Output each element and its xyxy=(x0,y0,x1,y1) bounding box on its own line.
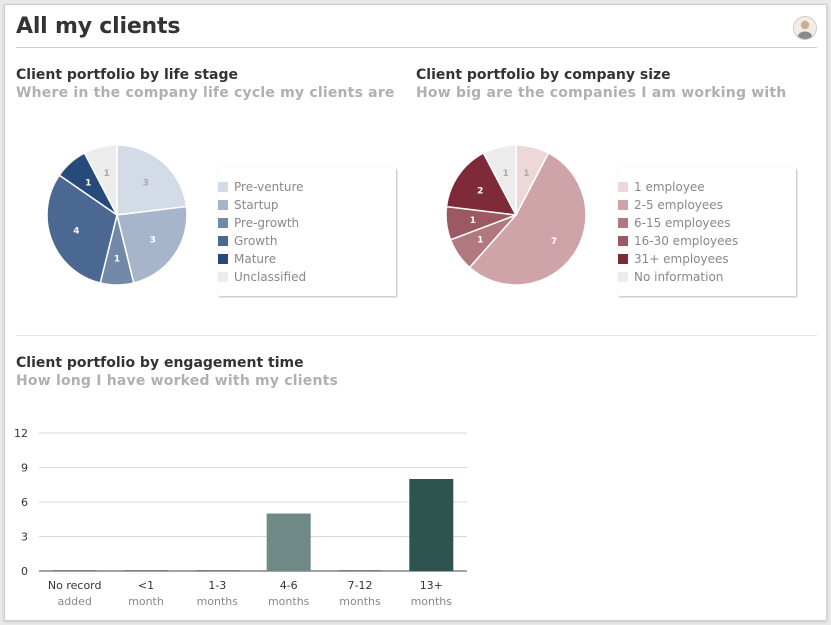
life-stage-pie-chart: 3 3 1 4 1 1 xyxy=(46,144,188,286)
engagement-ytick-label-2: 6 xyxy=(21,496,28,509)
life-stage-legend-swatch-0 xyxy=(218,182,228,192)
life-stage-slice-label-4: 1 xyxy=(85,179,91,189)
life-stage-legend-swatch-3 xyxy=(218,236,228,246)
engagement-xtick-label-0: No record xyxy=(48,579,102,592)
company-size-legend-item-4[interactable]: 31+ employees xyxy=(618,250,796,268)
user-avatar[interactable] xyxy=(793,16,817,40)
life-stage-legend-label-2: Pre-growth xyxy=(234,216,300,230)
company-size-legend-item-5[interactable]: No information xyxy=(618,268,796,286)
engagement-subtitle: How long I have worked with my clients xyxy=(16,373,339,389)
company-size-legend-label-3: 16-30 employees xyxy=(634,234,739,248)
life-stage-slice-label-5: 1 xyxy=(103,169,109,179)
company-size-legend-item-3[interactable]: 16-30 employees xyxy=(618,232,796,250)
engagement-xtick-sublabel-3: months xyxy=(268,595,310,608)
engagement-xtick-sublabel-4: months xyxy=(339,595,381,608)
engagement-xtick-sublabel-1: month xyxy=(128,595,164,608)
company-size-slice-label-3: 1 xyxy=(470,216,476,226)
company-size-legend-label-2: 6-15 employees xyxy=(634,216,731,230)
engagement-xtick-sublabel-2: months xyxy=(197,595,239,608)
company-size-slice-label-2: 1 xyxy=(477,236,483,246)
engagement-ytick-label-4: 12 xyxy=(14,427,28,440)
life-stage-title: Client portfolio by life stage xyxy=(16,67,239,83)
life-stage-legend-label-3: Growth xyxy=(234,234,278,248)
life-stage-slice-label-0: 3 xyxy=(143,179,149,189)
company-size-legend-label-0: 1 employee xyxy=(634,180,705,194)
life-stage-legend-swatch-4 xyxy=(218,254,228,264)
life-stage-slice-label-1: 3 xyxy=(150,236,156,246)
engagement-xtick-label-5: 13+ xyxy=(420,579,443,592)
company-size-slice-label-0: 1 xyxy=(523,169,529,179)
header-divider xyxy=(16,47,817,48)
engagement-xtick-sublabel-5: months xyxy=(411,595,453,608)
engagement-bar-2[interactable] xyxy=(195,570,240,571)
page-title: All my clients xyxy=(16,14,181,39)
avatar-icon xyxy=(794,17,816,39)
company-size-legend-swatch-5 xyxy=(618,272,628,282)
company-size-slice-label-4: 2 xyxy=(477,186,483,196)
company-size-slice-5[interactable] xyxy=(482,144,517,216)
life-stage-legend-swatch-2 xyxy=(218,218,228,228)
company-size-legend-swatch-4 xyxy=(618,254,628,264)
company-size-legend-swatch-2 xyxy=(618,218,628,228)
company-size-legend-label-4: 31+ employees xyxy=(634,252,729,266)
life-stage-legend-item-1[interactable]: Startup xyxy=(218,196,396,214)
engagement-bar-1[interactable] xyxy=(124,570,168,571)
engagement-xtick-sublabel-0: added xyxy=(57,595,91,608)
life-stage-slice-label-3: 4 xyxy=(73,226,79,236)
company-size-slice-label-1: 7 xyxy=(551,237,557,247)
life-stage-slice-0[interactable] xyxy=(116,144,188,216)
company-size-legend-label-5: No information xyxy=(634,270,724,284)
life-stage-legend-label-0: Pre-venture xyxy=(234,180,304,194)
engagement-ytick-label-1: 3 xyxy=(21,531,28,544)
engagement-bar-5[interactable] xyxy=(409,479,454,571)
life-stage-legend: Pre-venture Startup Pre-growth Growth Mature… xyxy=(218,168,396,296)
life-stage-legend-swatch-5 xyxy=(218,272,228,282)
life-stage-legend-item-0[interactable]: Pre-venture xyxy=(218,178,396,196)
company-size-slice-label-5: 1 xyxy=(502,169,508,179)
dashboard-panel: All my clients Client portfolio by life … xyxy=(4,4,827,621)
company-size-legend-swatch-1 xyxy=(618,200,628,210)
section-divider xyxy=(16,335,817,336)
life-stage-legend-swatch-1 xyxy=(218,200,228,210)
life-stage-legend-label-5: Unclassified xyxy=(234,270,307,284)
engagement-bar-0[interactable] xyxy=(52,570,97,571)
engagement-bar-chart: 0 3 6 9 12 No record added <1 month 1-3 months 4-6 m… xyxy=(14,427,467,608)
company-size-legend: 1 employee 2-5 employees 6-15 employees 16-… xyxy=(618,168,796,296)
engagement-bar-3[interactable] xyxy=(266,513,311,572)
company-size-legend-label-1: 2-5 employees xyxy=(634,198,723,212)
life-stage-legend-item-2[interactable]: Pre-growth xyxy=(218,214,396,232)
engagement-bar-4[interactable] xyxy=(338,570,382,571)
life-stage-slice-label-2: 1 xyxy=(114,254,120,264)
engagement-xtick-label-4: 7-12 xyxy=(348,579,373,592)
life-stage-slice-3[interactable] xyxy=(46,174,118,284)
company-size-title: Client portfolio by company size xyxy=(416,67,671,83)
company-size-slice-4[interactable] xyxy=(445,152,518,216)
engagement-xtick-label-3: 4-6 xyxy=(280,579,298,592)
company-size-legend-swatch-3 xyxy=(618,236,628,246)
engagement-ytick-label-0: 0 xyxy=(21,565,28,578)
company-size-legend-swatch-0 xyxy=(618,182,628,192)
life-stage-legend-label-4: Mature xyxy=(234,252,277,266)
engagement-xtick-label-1: <1 xyxy=(138,579,154,592)
company-size-slice-1[interactable] xyxy=(468,152,587,286)
company-size-legend-item-0[interactable]: 1 employee xyxy=(618,178,796,196)
life-stage-subtitle: Where in the company life cycle my clien… xyxy=(16,85,395,101)
life-stage-slice-1[interactable] xyxy=(116,205,188,284)
company-size-subtitle: How big are the companies I am working w… xyxy=(416,85,787,101)
life-stage-slice-5[interactable] xyxy=(83,144,118,216)
life-stage-legend-item-3[interactable]: Growth xyxy=(218,232,396,250)
company-size-legend-item-1[interactable]: 2-5 employees xyxy=(618,196,796,214)
engagement-title: Client portfolio by engagement time xyxy=(16,355,304,371)
engagement-ytick-label-3: 9 xyxy=(21,462,28,475)
life-stage-legend-item-5[interactable]: Unclassified xyxy=(218,268,396,286)
company-size-legend-item-2[interactable]: 6-15 employees xyxy=(618,214,796,232)
life-stage-legend-label-1: Startup xyxy=(234,198,279,212)
engagement-xtick-label-2: 1-3 xyxy=(208,579,226,592)
life-stage-legend-item-4[interactable]: Mature xyxy=(218,250,396,268)
